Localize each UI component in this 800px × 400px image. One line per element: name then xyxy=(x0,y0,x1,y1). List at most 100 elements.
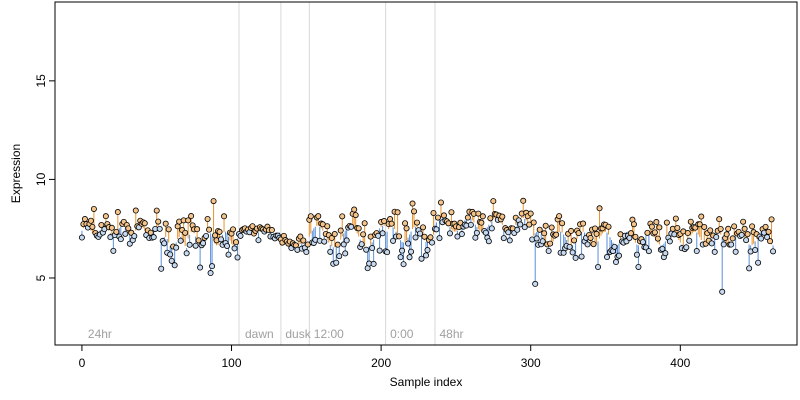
expression-point xyxy=(762,223,769,230)
expression-point xyxy=(572,254,579,261)
expression-point xyxy=(397,254,404,261)
expression-point xyxy=(505,229,512,236)
expression-point xyxy=(635,263,642,270)
expression-points xyxy=(78,197,777,295)
x-axis-label: Sample index xyxy=(390,375,463,389)
expression-point xyxy=(698,213,705,220)
expression-point xyxy=(182,229,189,236)
segment-label: dusk xyxy=(285,327,311,341)
expression-point xyxy=(615,252,622,259)
expression-point xyxy=(200,240,207,247)
expression-point xyxy=(593,230,600,237)
expression-point xyxy=(206,226,213,233)
segment-label: 24hr xyxy=(88,327,112,341)
expression-point xyxy=(370,260,377,267)
expression-point xyxy=(402,220,409,227)
expression-point xyxy=(719,288,726,295)
expression-point xyxy=(81,216,88,223)
expression-point xyxy=(188,213,195,220)
expression-point xyxy=(487,215,494,222)
expression-point xyxy=(768,216,775,223)
expression-point xyxy=(108,224,115,231)
expression-point xyxy=(758,235,765,242)
y-tick-label: 15 xyxy=(34,74,48,88)
expression-point xyxy=(131,233,138,240)
expression-point xyxy=(467,221,474,228)
expression-point xyxy=(224,242,231,249)
expression-point xyxy=(203,232,210,239)
expression-point xyxy=(746,265,753,272)
expression-point xyxy=(711,248,718,255)
expression-point xyxy=(738,231,745,238)
expression-point xyxy=(209,263,216,270)
expression-point xyxy=(337,227,344,234)
expression-point xyxy=(728,241,735,248)
expression-point xyxy=(204,215,211,222)
expression-point xyxy=(674,224,681,231)
expression-point xyxy=(321,238,328,245)
expression-point xyxy=(653,219,660,226)
segment-dividers xyxy=(238,2,436,345)
expression-point xyxy=(420,224,427,231)
expression-point xyxy=(333,259,340,266)
expression-point xyxy=(659,245,666,252)
expression-point xyxy=(645,248,652,255)
expression-point xyxy=(684,230,691,237)
expression-point xyxy=(388,220,395,227)
expression-point xyxy=(185,217,192,224)
expression-point xyxy=(87,217,94,224)
expression-point xyxy=(255,237,262,244)
expression-point xyxy=(421,233,428,240)
expression-point xyxy=(411,208,418,215)
expression-point xyxy=(744,231,751,238)
expression-point xyxy=(578,253,585,260)
expression-point xyxy=(595,264,602,271)
expression-point xyxy=(363,246,370,253)
expression-point xyxy=(132,207,139,214)
x-tick-label: 0 xyxy=(79,356,86,370)
expression-point xyxy=(358,241,365,248)
expression-point xyxy=(207,270,214,277)
expression-point xyxy=(596,205,603,212)
expression-point xyxy=(110,247,117,254)
expression-point xyxy=(473,229,480,236)
expression-point xyxy=(639,239,646,246)
expression-point xyxy=(434,214,441,221)
expression-point xyxy=(336,253,343,260)
expression-point xyxy=(352,212,359,219)
expression-point xyxy=(303,249,310,256)
expression-point xyxy=(197,264,204,271)
expression-point xyxy=(268,227,275,234)
expression-point xyxy=(475,210,482,217)
expression-point xyxy=(651,229,658,236)
expression-point xyxy=(630,221,637,228)
expression-point xyxy=(327,248,334,255)
expression-point xyxy=(693,248,700,255)
x-axis: 0 100 200 300 400 xyxy=(79,344,691,370)
segment-label: 0:00 xyxy=(390,327,414,341)
expression-point xyxy=(717,225,724,232)
x-tick-label: 100 xyxy=(222,356,242,370)
expression-point xyxy=(122,230,129,237)
expression-point xyxy=(740,218,747,225)
expression-point xyxy=(418,255,425,262)
expression-point xyxy=(375,232,382,239)
expression-point xyxy=(731,223,738,230)
y-axis: 5 10 15 xyxy=(34,74,56,281)
expression-point xyxy=(548,224,555,231)
expression-point xyxy=(626,235,633,242)
expression-point xyxy=(125,225,132,232)
expression-point xyxy=(446,230,453,237)
expression-point xyxy=(627,230,634,237)
expression-point xyxy=(89,223,96,230)
expression-point xyxy=(672,215,679,222)
expression-point xyxy=(390,237,397,244)
expression-point xyxy=(324,223,331,230)
expression-point xyxy=(472,234,479,241)
expression-point xyxy=(186,241,193,248)
expression-point xyxy=(422,252,429,259)
expression-point xyxy=(604,254,611,261)
expression-point xyxy=(155,218,162,225)
expression-point xyxy=(331,231,338,238)
expression-point xyxy=(195,237,202,244)
